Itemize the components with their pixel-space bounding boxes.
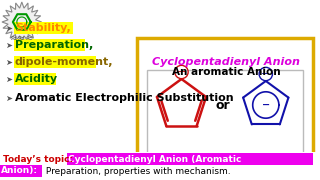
Text: An aromatic Anion: An aromatic Anion (172, 67, 280, 77)
Text: Cyclopentadienyl Anion: Cyclopentadienyl Anion (152, 57, 300, 67)
Text: ➤: ➤ (5, 24, 12, 33)
FancyBboxPatch shape (147, 70, 303, 160)
Text: −: − (262, 100, 270, 110)
Text: Aromatic Electrophilic Substitution: Aromatic Electrophilic Substitution (15, 93, 234, 103)
Text: or: or (216, 98, 230, 111)
Text: Acidity: Acidity (15, 74, 58, 84)
Text: ≈≈≈: ≈≈≈ (10, 33, 34, 43)
Text: Anion):: Anion): (1, 166, 38, 176)
Polygon shape (2, 2, 42, 42)
Text: Preparation, properties with mechanism.: Preparation, properties with mechanism. (43, 166, 230, 176)
FancyBboxPatch shape (68, 153, 313, 165)
Text: −: − (261, 69, 270, 79)
Text: −: − (177, 67, 186, 77)
Text: dipole-moment,: dipole-moment, (15, 57, 113, 67)
FancyBboxPatch shape (14, 39, 85, 51)
Text: Cyclopentadienyl Anion (Aromatic: Cyclopentadienyl Anion (Aromatic (68, 154, 242, 163)
Text: Preparation,: Preparation, (15, 40, 93, 50)
Text: Stability,: Stability, (15, 23, 71, 33)
Text: ➤: ➤ (5, 93, 12, 102)
FancyBboxPatch shape (0, 152, 317, 180)
FancyBboxPatch shape (14, 22, 73, 34)
FancyBboxPatch shape (14, 73, 56, 85)
Text: ➤: ➤ (5, 75, 12, 84)
Text: Today’s topic:: Today’s topic: (3, 154, 76, 163)
Text: ➤: ➤ (5, 57, 12, 66)
Text: ➤: ➤ (5, 40, 12, 50)
FancyBboxPatch shape (0, 165, 42, 177)
FancyBboxPatch shape (14, 56, 96, 68)
FancyBboxPatch shape (137, 38, 313, 168)
